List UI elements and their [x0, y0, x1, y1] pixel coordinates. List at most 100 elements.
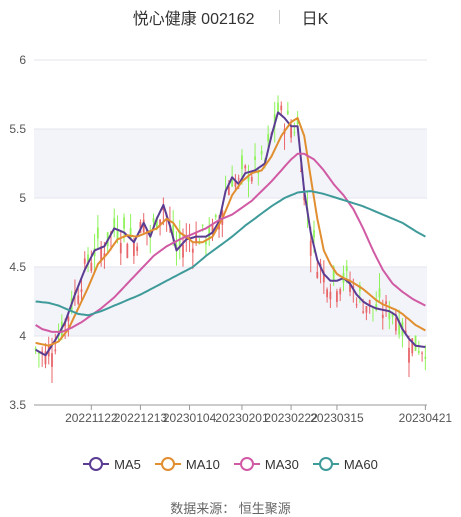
legend-item-ma30[interactable]: MA30 — [233, 457, 299, 472]
candle-body — [191, 248, 194, 253]
candle-body — [201, 224, 204, 226]
candle-body — [313, 230, 315, 238]
candle-body — [260, 151, 263, 155]
ma30-line — [35, 152, 426, 333]
candle-body — [113, 218, 116, 230]
ma5-line — [35, 111, 426, 357]
candle-body — [205, 239, 207, 245]
candle-body — [51, 353, 53, 367]
y-tick-label: 6 — [19, 53, 26, 67]
candle-body — [159, 219, 161, 226]
legend: MA5 MA10 MA30 MA60 — [0, 454, 461, 474]
title-divider — [278, 10, 280, 24]
legend-item-ma5[interactable]: MA5 — [83, 457, 141, 472]
candle-body — [368, 300, 371, 306]
y-tick-label: 3.5 — [9, 398, 26, 412]
candle-body — [378, 288, 381, 298]
candle-body — [227, 186, 230, 195]
candle-body — [231, 179, 234, 187]
candle-body — [155, 217, 158, 230]
period-label: 日K — [301, 11, 329, 28]
chart-title: 悦心健康 002162 日K — [0, 6, 461, 28]
ma10-legend-icon — [154, 457, 181, 471]
candle-body — [129, 227, 132, 239]
y-tick-label: 4.5 — [9, 260, 26, 274]
moving-average-lines — [35, 111, 426, 357]
candle-body — [195, 232, 198, 244]
y-tick-label: 4 — [19, 329, 26, 343]
candle-body — [244, 165, 247, 169]
x-tick-label: 20221213 — [114, 411, 168, 425]
candle-body — [90, 262, 93, 271]
candle-body — [77, 295, 80, 304]
candle-body — [172, 224, 175, 240]
legend-label: MA5 — [114, 456, 141, 472]
candle-body — [80, 289, 83, 292]
legend-item-ma10[interactable]: MA10 — [154, 456, 220, 472]
candle-body — [103, 253, 106, 257]
candle-body — [326, 289, 329, 298]
candle-body — [394, 318, 397, 331]
candle-body — [162, 206, 165, 211]
grid-band — [34, 267, 427, 336]
candle-body — [132, 242, 135, 256]
candle-body — [267, 134, 270, 142]
candle-body — [398, 320, 401, 335]
candle-body — [408, 347, 410, 363]
candle-body — [34, 348, 37, 351]
candle-body — [421, 352, 423, 354]
candle-body — [234, 179, 237, 187]
candle-body — [116, 230, 119, 240]
x-tick-label: 20230421 — [399, 411, 453, 425]
candle-body — [290, 127, 292, 138]
candle-body — [345, 265, 348, 272]
candle-body — [417, 350, 420, 353]
grid-band — [34, 129, 427, 198]
plot-background — [34, 59, 427, 406]
candle-body — [424, 356, 427, 359]
candle-body — [136, 246, 139, 251]
candle-body — [355, 304, 358, 306]
candle-body — [123, 217, 125, 229]
candle-body — [67, 316, 70, 322]
ma10-line — [35, 117, 426, 347]
candle-body — [329, 291, 332, 300]
candle-body — [339, 289, 342, 295]
candle-body — [247, 174, 250, 182]
candle-body — [38, 352, 40, 354]
x-tick-label: 20230315 — [310, 411, 364, 425]
y-tick-label: 5.5 — [9, 122, 26, 136]
candle-body — [296, 119, 299, 125]
candle-body — [182, 244, 184, 258]
candle-body — [96, 227, 99, 239]
ma60-legend-icon — [312, 457, 339, 471]
candle-body — [286, 110, 289, 115]
candle-body — [119, 242, 122, 254]
candle-body — [280, 105, 283, 111]
candle-body — [214, 215, 217, 218]
ma60-line — [35, 190, 426, 317]
candle-body — [332, 266, 335, 281]
candle-body — [385, 301, 387, 304]
candle-body — [336, 291, 338, 303]
legend-label: MA10 — [185, 456, 220, 472]
candle-body — [414, 335, 417, 351]
candle-body — [388, 310, 391, 320]
legend-item-ma60[interactable]: MA60 — [312, 457, 378, 472]
candle-body — [169, 221, 171, 223]
candle-body — [142, 219, 145, 233]
candle-body — [250, 176, 253, 182]
candle-body — [365, 306, 368, 313]
candle-body — [349, 284, 351, 292]
ma5-legend-icon — [83, 457, 110, 471]
candle-body — [241, 155, 243, 170]
candle-body — [54, 349, 57, 352]
candle-body — [126, 243, 129, 258]
stock-name: 悦心健康 002162 — [132, 11, 255, 28]
candle-body — [411, 338, 414, 354]
candle-body — [44, 351, 47, 365]
data-source: 数据来源： 恒生聚源 — [170, 501, 291, 516]
candle-body — [316, 272, 319, 278]
